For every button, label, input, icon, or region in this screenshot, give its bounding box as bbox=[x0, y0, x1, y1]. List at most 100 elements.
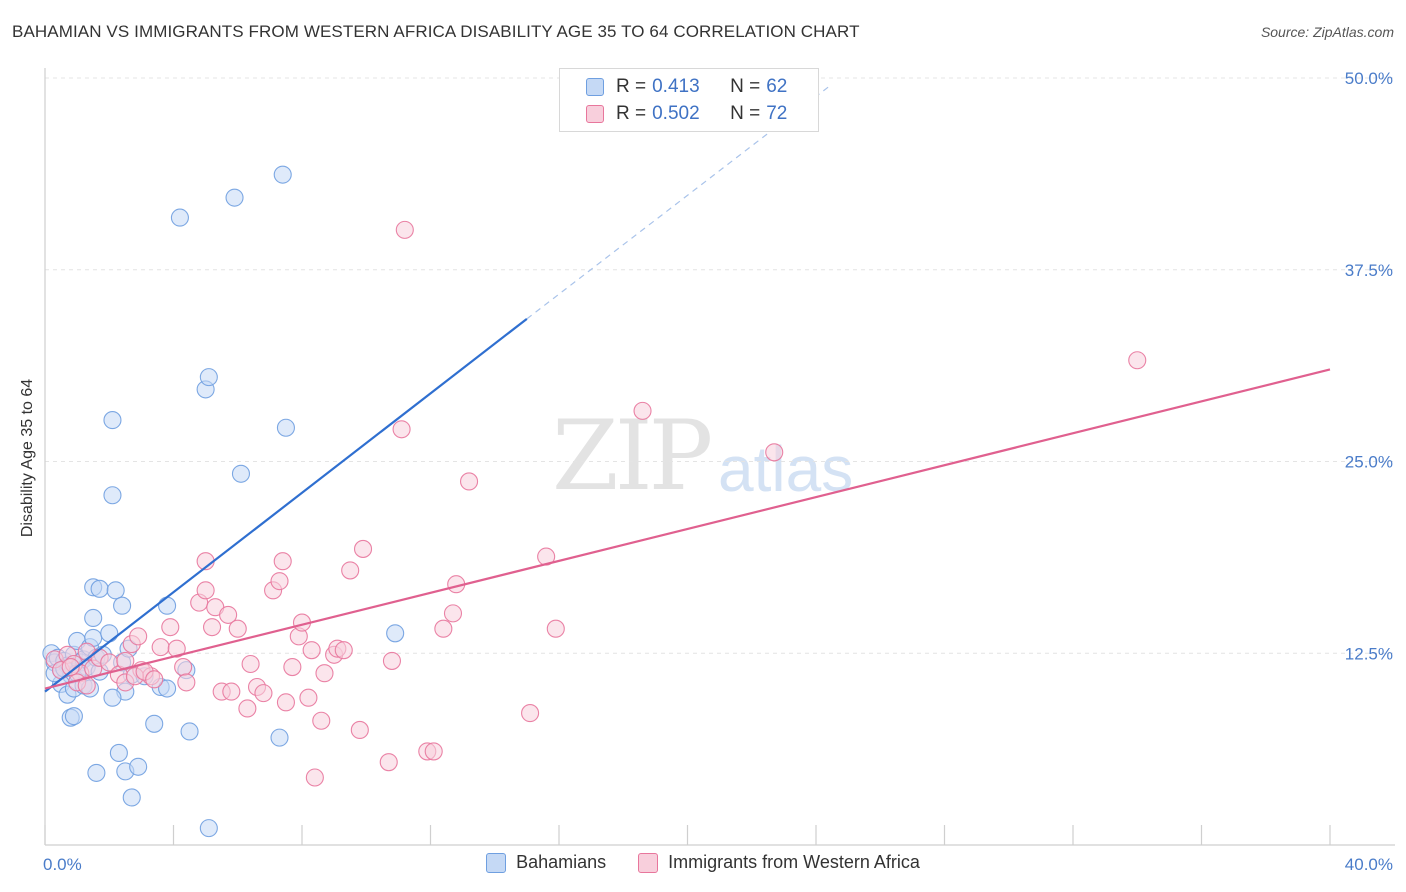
series-legend-label: Bahamians bbox=[516, 852, 607, 872]
western-africa-point bbox=[219, 605, 238, 624]
bahamians-point bbox=[180, 722, 199, 741]
bahamians-point bbox=[199, 368, 218, 387]
y-tick-label: 12.5% bbox=[1345, 644, 1393, 663]
western-africa-point bbox=[765, 443, 784, 462]
western-africa-point bbox=[174, 658, 193, 677]
gridlines bbox=[45, 77, 1395, 654]
western-africa-point bbox=[302, 641, 321, 660]
bahamians-point bbox=[231, 464, 251, 483]
legend-n-label: N = bbox=[730, 103, 761, 124]
legend-r-value: 0.502 bbox=[652, 103, 700, 124]
western-africa-point bbox=[312, 711, 331, 730]
western-africa-point bbox=[299, 688, 318, 707]
axes bbox=[44, 68, 1395, 846]
western-africa-point bbox=[241, 654, 260, 674]
western-africa-point bbox=[254, 684, 273, 703]
bahamians-point bbox=[122, 788, 141, 807]
western-africa-point bbox=[151, 638, 170, 657]
legend-n-label: N = bbox=[730, 76, 761, 97]
western-africa-point bbox=[167, 639, 186, 658]
legend-r-value: 0.413 bbox=[652, 76, 700, 97]
series-legend-bahamians[interactable]: Bahamians bbox=[486, 852, 606, 873]
western-africa-point bbox=[276, 693, 295, 712]
western-africa-point bbox=[196, 581, 215, 600]
bahamians-point bbox=[87, 763, 106, 782]
y-tick-label: 37.5% bbox=[1345, 261, 1393, 280]
bahamians-point bbox=[225, 188, 244, 207]
bahamians-point bbox=[64, 707, 83, 726]
western-africa-point bbox=[424, 742, 443, 761]
bahamians-point bbox=[106, 581, 125, 600]
western-africa-point bbox=[238, 699, 257, 718]
bahamians-point bbox=[113, 596, 132, 615]
western-africa-point bbox=[382, 651, 402, 670]
western-africa-point bbox=[1128, 351, 1147, 370]
western-africa-point bbox=[305, 768, 324, 787]
western-africa-point bbox=[270, 572, 289, 591]
bahamians-point bbox=[103, 688, 122, 707]
x-tick-label-min: 0.0% bbox=[43, 855, 82, 874]
bahamians-point bbox=[386, 624, 405, 643]
western-africa-point bbox=[129, 627, 148, 646]
bahamians-point bbox=[158, 679, 177, 698]
western-africa-point bbox=[222, 682, 241, 701]
bahamians-point bbox=[273, 165, 292, 184]
bahamians-point bbox=[276, 418, 295, 437]
series-legend-label: Immigrants from Western Africa bbox=[668, 852, 920, 872]
legend-n-value: 62 bbox=[766, 76, 788, 97]
bahamians-point bbox=[84, 608, 103, 628]
western-africa-point bbox=[203, 618, 222, 637]
western-africa-point bbox=[459, 472, 479, 491]
western-africa-point bbox=[161, 618, 180, 637]
bahamians-point bbox=[145, 714, 164, 733]
western-africa-point bbox=[443, 604, 463, 623]
western-africa-point bbox=[61, 658, 80, 677]
chart-title: BAHAMIAN VS IMMIGRANTS FROM WESTERN AFRI… bbox=[12, 22, 860, 41]
source-label: Source: ZipAtlas.com bbox=[1260, 24, 1394, 40]
bahamians-point bbox=[100, 624, 119, 643]
western-africa-point bbox=[315, 664, 334, 683]
watermark-zip: ZIP bbox=[552, 400, 713, 512]
western-africa-point bbox=[77, 676, 96, 695]
western-africa-point bbox=[341, 561, 360, 580]
western-africa-point bbox=[273, 552, 292, 571]
western-africa-point bbox=[350, 720, 369, 740]
western-africa-point bbox=[379, 753, 398, 772]
bahamians-point bbox=[170, 208, 189, 227]
bahamians-point bbox=[158, 596, 177, 615]
western-africa-points bbox=[45, 220, 1147, 787]
series-legend-western-africa[interactable]: Immigrants from Western Africa bbox=[638, 852, 920, 873]
swatch-pink bbox=[638, 852, 659, 873]
bahamians-point bbox=[90, 579, 109, 598]
western-africa-point bbox=[392, 420, 411, 439]
western-africa-point bbox=[395, 220, 414, 239]
western-africa-point bbox=[334, 641, 353, 660]
western-africa-point bbox=[177, 673, 196, 692]
bahamians-point bbox=[199, 819, 218, 838]
bahamians-point bbox=[109, 743, 128, 763]
legend-swatch-blue bbox=[586, 78, 604, 96]
y-tick-label: 25.0% bbox=[1345, 453, 1393, 472]
legend-r-label: R = bbox=[616, 76, 647, 97]
legend-row-bahamians: R = 0.413 N = 62 bbox=[586, 76, 787, 98]
western-africa-point bbox=[546, 619, 565, 638]
swatch-blue bbox=[486, 852, 507, 873]
legend-r-label: R = bbox=[616, 103, 647, 124]
bahamians-point bbox=[103, 411, 122, 430]
legend-swatch-pink bbox=[586, 105, 604, 123]
bahamians-point bbox=[103, 486, 122, 505]
bahamians-trend-line bbox=[44, 317, 528, 693]
x-tick-label-max: 40.0% bbox=[1345, 855, 1393, 874]
western-africa-point bbox=[434, 619, 453, 638]
trend-lines bbox=[44, 83, 1331, 693]
bahamians-point bbox=[270, 728, 289, 747]
western-africa-point bbox=[633, 401, 652, 420]
tick-labels: 12.5% 25.0% 37.5% 50.0% 0.0% 40.0% bbox=[43, 69, 1393, 874]
western-africa-point bbox=[521, 704, 540, 723]
western-africa-point bbox=[228, 619, 247, 638]
legend-row-western-africa: R = 0.502 N = 72 bbox=[586, 103, 787, 125]
western-africa-point bbox=[353, 539, 373, 558]
y-tick-label: 50.0% bbox=[1345, 69, 1393, 88]
western-africa-trend-line bbox=[44, 368, 1331, 690]
